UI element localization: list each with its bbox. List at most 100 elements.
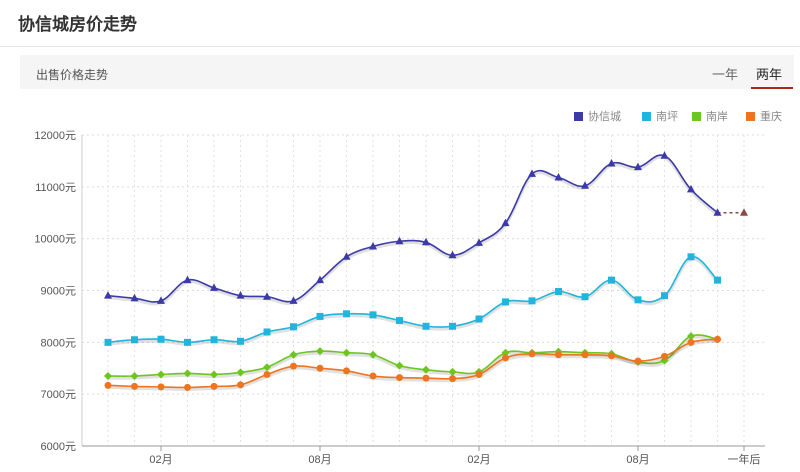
data-point xyxy=(369,350,377,359)
data-point xyxy=(316,364,324,372)
data-point xyxy=(104,291,112,299)
data-point xyxy=(263,363,271,372)
data-point xyxy=(289,350,298,359)
x-tick-label: 02月 xyxy=(149,454,172,466)
data-point xyxy=(104,338,112,346)
legend-label: 重庆 xyxy=(760,109,782,123)
legend-swatch xyxy=(746,112,755,121)
data-point xyxy=(634,296,642,304)
legend-label: 南岸 xyxy=(706,110,728,123)
data-point xyxy=(448,250,457,259)
y-tick-label: 8000元 xyxy=(41,337,76,349)
data-point xyxy=(555,351,562,359)
data-point xyxy=(475,315,483,323)
data-point xyxy=(607,159,616,167)
data-point xyxy=(131,382,138,390)
data-point xyxy=(342,348,351,357)
data-point xyxy=(422,374,430,382)
series-square xyxy=(104,253,721,346)
data-point xyxy=(210,283,218,291)
data-point xyxy=(502,354,509,362)
data-point xyxy=(608,276,615,284)
price-trend-chart: 6000元 7000元 8000元 9000元 10000元 11000元 12000元 02… xyxy=(34,109,782,466)
series-circle xyxy=(104,335,721,391)
data-point xyxy=(581,181,589,189)
data-point xyxy=(104,381,112,389)
data-point xyxy=(396,317,403,325)
data-point xyxy=(608,352,615,360)
data-point xyxy=(343,310,350,318)
data-point xyxy=(210,382,218,390)
data-point xyxy=(369,311,377,319)
data-point xyxy=(343,367,350,375)
data-point xyxy=(157,383,165,391)
chart-grid xyxy=(82,134,765,446)
x-tick-label: 一年后 xyxy=(728,452,761,466)
data-point xyxy=(555,288,562,296)
data-point xyxy=(236,368,245,377)
data-point xyxy=(501,218,510,227)
data-point xyxy=(528,297,536,305)
data-point xyxy=(634,357,642,365)
legend-label: 南坪 xyxy=(656,110,678,123)
forecast-point xyxy=(740,208,748,216)
tab-one-year[interactable]: 一年 xyxy=(712,67,739,82)
data-point xyxy=(634,162,642,171)
data-point xyxy=(554,173,563,181)
title-divider xyxy=(0,46,800,47)
data-point xyxy=(237,337,244,345)
data-point xyxy=(448,367,457,376)
series-shadow xyxy=(107,339,718,391)
legend-label: 协信城 xyxy=(588,109,621,123)
data-point xyxy=(130,372,139,381)
x-tick-label: 08月 xyxy=(626,454,649,466)
data-point xyxy=(422,322,430,330)
chart-series xyxy=(104,151,748,391)
data-point xyxy=(687,253,695,261)
data-point xyxy=(475,370,483,378)
data-point xyxy=(184,338,191,346)
data-point xyxy=(210,336,218,344)
series-triangle xyxy=(104,151,748,306)
data-point xyxy=(581,293,589,301)
data-point xyxy=(687,184,695,193)
chart-legend: 协信城 南坪 南岸 重庆 xyxy=(574,109,782,123)
tab-two-years[interactable]: 两年 xyxy=(756,67,783,82)
data-point xyxy=(316,347,324,356)
data-point xyxy=(157,296,165,304)
data-point xyxy=(263,328,271,336)
data-point xyxy=(528,169,536,177)
series-shadow xyxy=(107,257,719,346)
data-point xyxy=(449,375,456,383)
data-point xyxy=(157,335,165,343)
data-point xyxy=(183,275,192,284)
active-tab-indicator xyxy=(751,87,793,89)
data-point xyxy=(210,370,218,379)
data-point xyxy=(449,322,456,330)
data-point xyxy=(501,348,510,357)
data-point xyxy=(316,275,324,284)
y-tick-label: 12000元 xyxy=(34,130,76,142)
data-point xyxy=(104,372,112,381)
data-point xyxy=(581,351,589,359)
data-point xyxy=(422,365,430,374)
data-point xyxy=(714,335,721,343)
y-tick-label: 6000元 xyxy=(41,441,76,453)
data-point xyxy=(183,369,192,378)
data-point xyxy=(130,293,139,302)
data-point xyxy=(263,370,271,378)
data-point xyxy=(422,237,430,246)
data-point xyxy=(369,241,377,250)
data-point xyxy=(528,350,536,358)
series-line xyxy=(107,154,719,303)
y-tick-label: 10000元 xyxy=(34,234,76,246)
data-point xyxy=(395,236,404,245)
data-point xyxy=(369,372,377,380)
y-tick-label: 9000元 xyxy=(41,286,76,298)
y-tick-label: 11000元 xyxy=(35,182,76,194)
page-title: 协信城房价走势 xyxy=(18,15,137,34)
data-point xyxy=(263,292,271,300)
x-tick-label: 08月 xyxy=(308,454,331,466)
series-diamond xyxy=(104,332,722,381)
data-point xyxy=(157,370,165,379)
